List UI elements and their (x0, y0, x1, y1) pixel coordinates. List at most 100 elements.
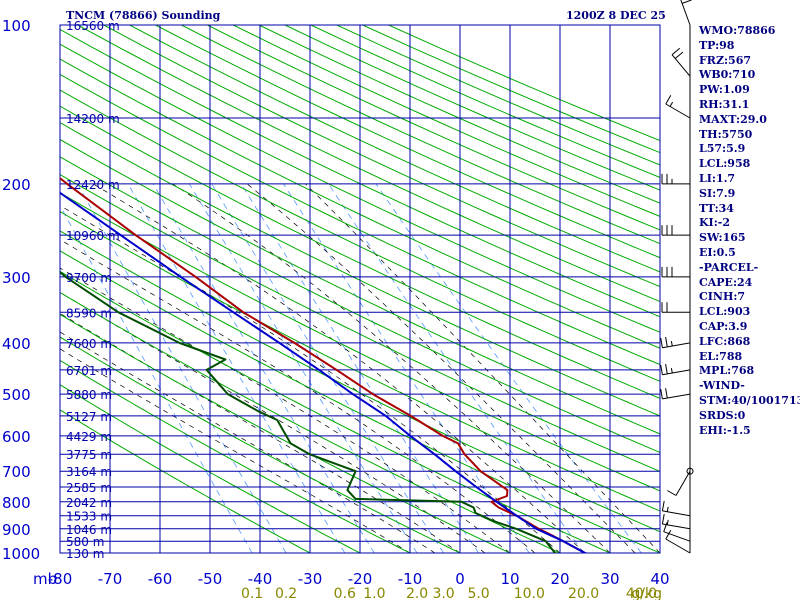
height-label: 14200 m (66, 112, 120, 126)
wind-barb-shaft (662, 369, 691, 376)
wind-barb (661, 266, 690, 278)
index-item: MAXT:29.0 (699, 112, 767, 126)
x-tick-label: 30 (600, 570, 619, 588)
wind-barb-flag (674, 51, 684, 59)
x-tick-label: 20 (550, 570, 569, 588)
height-label: 5127 m (66, 410, 112, 424)
index-item: SW:165 (699, 231, 746, 245)
sounding-traces (60, 176, 588, 553)
moist-adiabat (172, 183, 611, 553)
wind-barb-flag (660, 389, 663, 399)
height-label: 5880 m (66, 388, 112, 402)
y-tick-label: 1000 (2, 545, 40, 563)
index-item: L57:5.9 (699, 142, 746, 156)
height-label: 2585 m (66, 481, 112, 495)
mixing-ratio-line (152, 183, 375, 553)
mixing-ratio-label: 1.0 (363, 586, 385, 600)
wind-barb (680, 0, 692, 26)
height-label: 6701 m (66, 364, 112, 378)
index-item: EHI:-1.5 (699, 423, 751, 437)
wind-barb (661, 514, 691, 530)
wind-barb-shaft (662, 510, 691, 517)
height-label: 1533 m (66, 510, 112, 524)
index-item: RH:31.1 (699, 97, 750, 111)
index-item: CAPE:24 (699, 275, 753, 289)
wind-barb-flag (665, 95, 672, 105)
mixing-ratio-line (375, 183, 642, 553)
y-tick-label: 300 (2, 269, 31, 287)
wind-barb-shaft (680, 0, 691, 26)
wind-barb-shaft (675, 470, 691, 496)
index-item: SI:7.9 (699, 186, 736, 200)
series-parcel-line (60, 191, 588, 553)
y-tick-label: 900 (2, 521, 31, 539)
height-label: 4429 m (66, 430, 112, 444)
wind-barb-flag (665, 530, 672, 540)
height-label: 8590 m (66, 306, 112, 320)
mixing-ratio-line (328, 183, 584, 553)
mixing-ratio-label: 40.0 (626, 586, 657, 600)
index-item: LCL:903 (699, 305, 751, 319)
index-item: EL:788 (699, 349, 743, 363)
mixing-ratio-label: 0.1 (241, 586, 263, 600)
y-tick-label: 200 (2, 176, 31, 194)
mixing-ratio-label: 10.0 (514, 586, 545, 600)
wind-barb-flag (663, 522, 668, 532)
wind-barb-shaft (662, 523, 691, 530)
index-item: STM:40/100171360 (699, 393, 800, 407)
index-item: KI:-2 (699, 216, 730, 230)
series-dewpoint-line (60, 270, 558, 553)
y-tick-label: 700 (2, 463, 31, 481)
wind-barb-flag (669, 101, 674, 107)
height-label: 16560 m (66, 19, 120, 33)
moist-adiabat (305, 183, 660, 553)
wind-barb-flag (661, 500, 665, 511)
index-item: EI:0.5 (699, 245, 736, 259)
x-tick-label: -60 (148, 570, 173, 588)
chart-title: TNCM (78866) Sounding (66, 9, 221, 22)
wind-barb (663, 522, 691, 542)
wind-barbs (660, 0, 694, 554)
height-label: 2042 m (66, 496, 112, 510)
wind-barb-flag (667, 490, 677, 496)
x-tick-label: -80 (48, 570, 73, 588)
wind-barb-shaft (671, 54, 691, 77)
y-tick-label: 400 (2, 335, 31, 353)
wind-barb-flag (660, 364, 663, 375)
height-label: 1046 m (66, 523, 112, 537)
wind-barb (660, 363, 691, 376)
wind-barb (665, 530, 691, 554)
height-label: 7600 m (66, 337, 112, 351)
index-item: WMO:78866 (699, 24, 776, 37)
height-label: 10960 m (66, 229, 120, 243)
y-axis-unit-label: mb (33, 570, 57, 588)
indices-panel: WMO:78866 TP:98 FRZ:567 WB0:710 PW:1.09 RH:31… (699, 24, 800, 438)
wind-barb (660, 336, 691, 349)
wind-barb (661, 500, 691, 517)
wind-barb-flag (665, 336, 668, 347)
wind-barb-flag (671, 47, 681, 56)
wind-calm-marker (686, 467, 694, 475)
index-item: LFC:868 (699, 334, 751, 348)
height-label: 9700 m (66, 271, 112, 285)
index-item: TH:5750 (699, 127, 753, 141)
wind-barb-flag (670, 368, 673, 374)
index-item: SRDS:0 (699, 408, 746, 422)
y-tick-label: 600 (2, 428, 31, 446)
wind-barb-shaft (663, 531, 691, 542)
mixing-ratio-label: 0.6 (334, 586, 356, 600)
mixing-ratio-line (211, 183, 444, 553)
height-label: 12420 m (66, 178, 120, 192)
x-tick-label: 0 (455, 570, 465, 588)
wind-barb-flag (681, 0, 692, 4)
y-tick-label: 800 (2, 494, 31, 512)
wind-barb (665, 95, 691, 119)
wind-barb-flag (665, 388, 668, 399)
wind-barb-flag (670, 341, 673, 347)
wind-barb-flag (665, 363, 668, 374)
mixing-ratio-unit: g/kg (631, 586, 662, 600)
index-item: TT:34 (699, 201, 734, 215)
x-tick-label: 40 (650, 570, 669, 588)
index-item: CAP:3.9 (699, 319, 748, 333)
